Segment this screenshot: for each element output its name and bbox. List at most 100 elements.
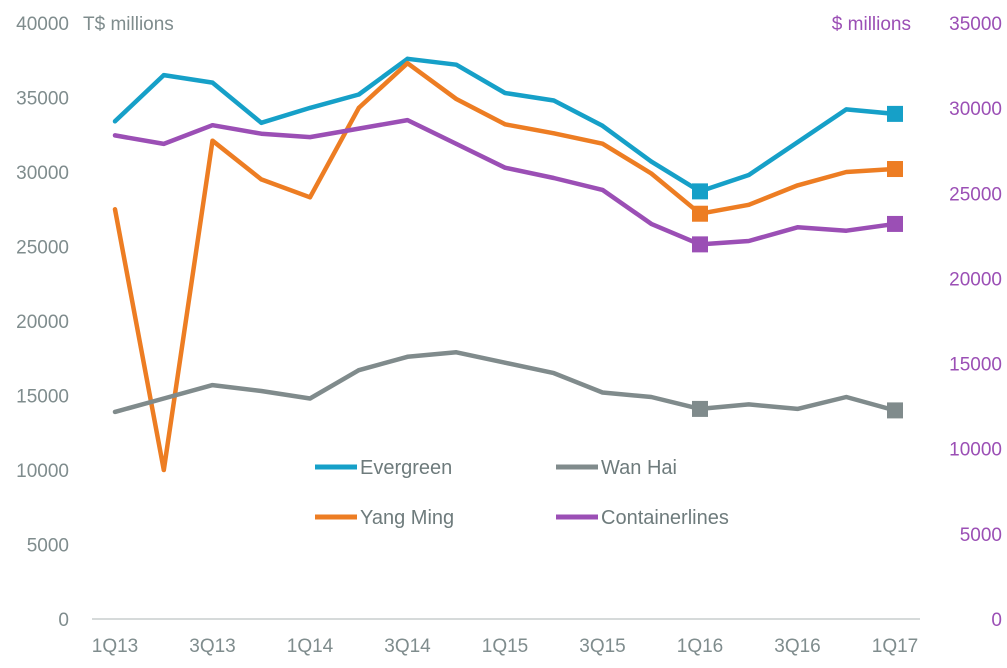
right-tick-label: 20000: [949, 269, 1002, 290]
yang-ming-point: [503, 122, 507, 127]
containerlines-marker: [887, 215, 903, 232]
left-tick-label: 30000: [16, 163, 69, 184]
wan-hai-point: [161, 396, 166, 401]
yang-ming-point: [113, 207, 117, 212]
left-tick-label: 20000: [16, 312, 69, 333]
containerlines-point: [600, 187, 605, 192]
yang-ming-point: [259, 177, 264, 182]
right-tick-label: 10000: [949, 440, 1002, 461]
containerlines-point: [454, 141, 459, 146]
x-tick-label: 3Q15: [579, 636, 625, 657]
legend: Evergreen Wan Hai Yang Ming Containerlines: [315, 457, 729, 529]
yang-ming-point: [844, 170, 849, 174]
left-tick-label: 25000: [16, 238, 69, 259]
wan-hai-marker: [887, 402, 903, 419]
wan-hai-point: [259, 389, 264, 394]
legend-label-yang-ming: Yang Ming: [360, 507, 454, 529]
containerlines-point: [161, 141, 166, 146]
evergreen-point: [210, 80, 215, 85]
series-layer: [112, 56, 903, 473]
containerlines-point: [503, 165, 507, 170]
yang-ming-point: [356, 105, 361, 110]
containerlines-point: [356, 126, 361, 131]
containerlines-point: [795, 225, 800, 230]
left-tick-label: 35000: [16, 89, 69, 110]
x-tick-label: 1Q16: [677, 636, 723, 657]
wan-hai-point: [405, 354, 410, 359]
right-axis-ticks: 0 5000 10000 15000 20000 25000 30000 35000: [949, 14, 1002, 631]
containerlines-point: [259, 131, 264, 136]
evergreen-marker: [887, 105, 903, 122]
x-tick-label: 3Q14: [384, 636, 431, 657]
evergreen-point: [405, 56, 410, 61]
left-tick-label: 15000: [16, 387, 69, 408]
yang-ming-point: [308, 195, 312, 200]
left-tick-label: 40000: [16, 14, 69, 35]
wan-hai-point: [454, 350, 459, 355]
right-tick-label: 0: [991, 610, 1002, 631]
evergreen-point: [161, 73, 166, 78]
containerlines-point: [649, 221, 654, 226]
yang-ming-marker: [887, 161, 903, 178]
right-tick-label: 5000: [960, 525, 1002, 546]
evergreen-point: [503, 91, 507, 96]
evergreen-marker: [692, 183, 708, 200]
legend-label-evergreen: Evergreen: [360, 457, 452, 479]
left-tick-label: 5000: [27, 536, 69, 557]
containerlines-series-line: [112, 117, 898, 247]
x-tick-label: 1Q14: [287, 636, 334, 657]
right-axis-unit-label: $ millions: [832, 14, 911, 35]
wan-hai-point: [308, 396, 312, 401]
evergreen-point: [454, 62, 459, 67]
yang-ming-point: [405, 61, 410, 66]
x-tick-label: 3Q16: [774, 636, 820, 657]
right-tick-label: 35000: [949, 14, 1002, 35]
right-tick-label: 25000: [949, 184, 1002, 205]
legend-label-wan-hai: Wan Hai: [601, 457, 677, 479]
yang-ming-point: [795, 183, 800, 188]
left-tick-label: 10000: [16, 461, 69, 482]
yang-ming-point: [649, 171, 654, 176]
yang-ming-point: [746, 202, 751, 207]
evergreen-point: [259, 120, 264, 125]
yang-ming-point: [551, 131, 556, 136]
containerlines-point: [746, 238, 751, 243]
containerlines-point: [113, 133, 117, 138]
wan-hai-point: [795, 406, 800, 411]
left-axis-ticks: 0 5000 10000 15000 20000 25000 30000 35000 40000: [16, 14, 69, 631]
evergreen-point: [113, 119, 117, 124]
wan-hai-marker: [692, 400, 708, 417]
containerlines-point: [210, 123, 215, 128]
yang-ming-point: [600, 141, 605, 146]
yang-ming-point: [454, 96, 459, 101]
evergreen-point: [844, 107, 849, 112]
legend-label-containerlines: Containerlines: [601, 507, 729, 529]
wan-hai-point: [113, 409, 117, 414]
x-tick-label: 3Q13: [189, 636, 235, 657]
evergreen-point: [551, 98, 556, 103]
evergreen-point: [746, 172, 751, 177]
wan-hai-point: [356, 368, 361, 373]
containerlines-point: [308, 135, 312, 140]
wan-hai-point: [210, 383, 215, 388]
yang-ming-marker: [692, 205, 708, 222]
containerlines-point: [551, 175, 556, 180]
containerlines-point: [844, 228, 849, 233]
left-axis-unit-label: T$ millions: [83, 14, 174, 35]
x-tick-label: 1Q15: [482, 636, 528, 657]
wan-hai-point: [649, 394, 654, 399]
right-tick-label: 30000: [949, 99, 1002, 120]
wan-hai-point: [503, 360, 507, 365]
left-tick-label: 0: [58, 610, 69, 631]
containerlines-marker: [692, 236, 708, 253]
evergreen-point: [649, 159, 654, 164]
x-tick-label: 1Q17: [872, 636, 918, 657]
wan-hai-point: [551, 371, 556, 376]
wan-hai-point: [844, 394, 849, 399]
x-axis-ticks: 1Q13 3Q13 1Q14 3Q14 1Q15 3Q15 1Q16 3Q16 1Q17: [92, 636, 918, 657]
right-tick-label: 15000: [949, 355, 1002, 376]
wan-hai-point: [600, 390, 605, 395]
yang-ming-point: [161, 468, 166, 472]
containerlines-point: [405, 118, 410, 123]
